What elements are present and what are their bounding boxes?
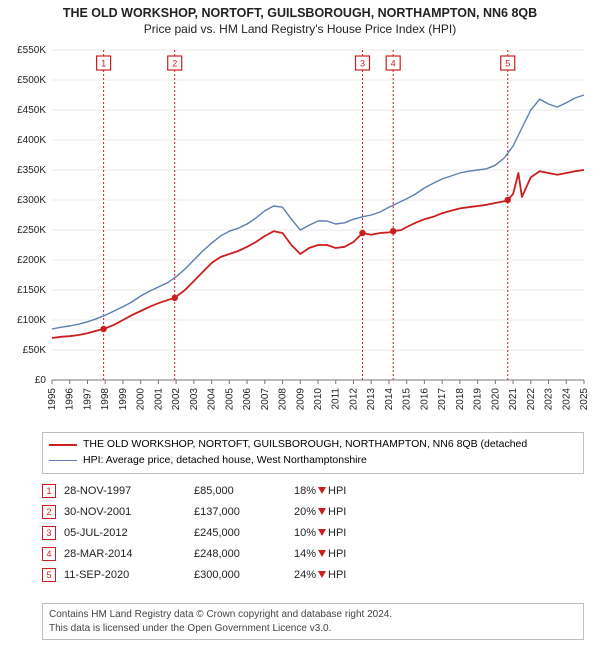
- svg-text:2018: 2018: [455, 388, 466, 411]
- svg-text:4: 4: [391, 59, 396, 69]
- svg-text:2014: 2014: [384, 388, 395, 411]
- chart-area: £0 £50K £100K £150K £200K £250K £300K £350K £400…: [8, 44, 592, 424]
- svg-text:£150K: £150K: [17, 285, 46, 296]
- svg-text:2005: 2005: [224, 388, 235, 411]
- svg-text:2021: 2021: [508, 388, 519, 411]
- svg-text:2003: 2003: [189, 388, 200, 411]
- svg-text:£0: £0: [35, 375, 47, 386]
- svg-text:2000: 2000: [136, 388, 147, 411]
- svg-text:2022: 2022: [526, 388, 537, 411]
- sale-delta: 10% HPI: [294, 527, 404, 539]
- svg-text:2015: 2015: [402, 388, 413, 411]
- svg-text:5: 5: [505, 59, 510, 69]
- legend: THE OLD WORKSHOP, NORTOFT, GUILSBOROUGH,…: [42, 432, 584, 474]
- sales-row: 5 11-SEP-2020£300,00024% HPI: [42, 564, 584, 585]
- svg-text:£250K: £250K: [17, 225, 46, 236]
- footer-line: This data is licensed under the Open Gov…: [49, 622, 577, 636]
- sale-number-box: 2: [42, 505, 56, 519]
- svg-text:1998: 1998: [100, 388, 111, 411]
- title-line1: THE OLD WORKSHOP, NORTOFT, GUILSBOROUGH,…: [10, 6, 590, 20]
- sale-date: 28-NOV-1997: [64, 485, 194, 497]
- arrow-down-icon: [318, 571, 326, 578]
- sale-date: 28-MAR-2014: [64, 548, 194, 560]
- svg-text:2: 2: [172, 59, 177, 69]
- legend-label: THE OLD WORKSHOP, NORTOFT, GUILSBOROUGH,…: [83, 437, 527, 453]
- svg-text:2023: 2023: [544, 388, 555, 411]
- svg-text:2013: 2013: [366, 388, 377, 411]
- sale-price: £245,000: [194, 527, 294, 539]
- svg-text:2008: 2008: [278, 388, 289, 411]
- svg-text:1995: 1995: [47, 388, 58, 411]
- svg-text:3: 3: [360, 59, 365, 69]
- footer-line: Contains HM Land Registry data © Crown c…: [49, 608, 577, 622]
- sales-table: 1 28-NOV-1997£85,00018% HPI 2 30-NOV-2001£1…: [42, 480, 584, 585]
- svg-text:£200K: £200K: [17, 255, 46, 266]
- svg-text:1999: 1999: [118, 388, 129, 411]
- sale-delta: 20% HPI: [294, 506, 404, 518]
- legend-item: HPI: Average price, detached house, West…: [49, 453, 577, 469]
- svg-text:1: 1: [101, 59, 106, 69]
- sale-number-box: 5: [42, 568, 56, 582]
- svg-text:1996: 1996: [65, 388, 76, 411]
- title-line2: Price paid vs. HM Land Registry's House …: [10, 22, 590, 36]
- svg-text:2010: 2010: [313, 388, 324, 411]
- sale-number-box: 3: [42, 526, 56, 540]
- legend-item: THE OLD WORKSHOP, NORTOFT, GUILSBOROUGH,…: [49, 437, 577, 453]
- title-block: THE OLD WORKSHOP, NORTOFT, GUILSBOROUGH,…: [0, 0, 600, 40]
- sale-number-box: 1: [42, 484, 56, 498]
- svg-text:£550K: £550K: [17, 45, 46, 56]
- sale-price: £300,000: [194, 569, 294, 581]
- sale-price: £248,000: [194, 548, 294, 560]
- footer-attribution: Contains HM Land Registry data © Crown c…: [42, 603, 584, 640]
- svg-text:2011: 2011: [331, 388, 342, 410]
- arrow-down-icon: [318, 487, 326, 494]
- chart-svg: £0 £50K £100K £150K £200K £250K £300K £350K £400…: [8, 44, 592, 424]
- svg-text:2017: 2017: [437, 388, 448, 411]
- svg-text:2020: 2020: [490, 388, 501, 411]
- sale-delta: 14% HPI: [294, 548, 404, 560]
- sale-date: 11-SEP-2020: [64, 569, 194, 581]
- svg-text:2006: 2006: [242, 388, 253, 411]
- svg-text:2002: 2002: [171, 388, 182, 411]
- svg-text:2001: 2001: [153, 388, 164, 411]
- svg-text:£100K: £100K: [17, 315, 46, 326]
- sale-price: £137,000: [194, 506, 294, 518]
- sale-price: £85,000: [194, 485, 294, 497]
- legend-swatch: [49, 444, 77, 446]
- svg-text:2024: 2024: [561, 388, 572, 411]
- svg-text:2009: 2009: [295, 388, 306, 411]
- sales-row: 4 28-MAR-2014£248,00014% HPI: [42, 543, 584, 564]
- sales-row: 1 28-NOV-1997£85,00018% HPI: [42, 480, 584, 501]
- svg-text:£400K: £400K: [17, 135, 46, 146]
- svg-text:2019: 2019: [473, 388, 484, 411]
- legend-swatch: [49, 460, 77, 461]
- arrow-down-icon: [318, 508, 326, 515]
- svg-text:£500K: £500K: [17, 75, 46, 86]
- svg-text:2004: 2004: [207, 388, 218, 411]
- svg-text:1997: 1997: [82, 388, 93, 411]
- svg-text:£50K: £50K: [23, 345, 47, 356]
- sale-delta: 18% HPI: [294, 485, 404, 497]
- svg-text:£450K: £450K: [17, 105, 46, 116]
- arrow-down-icon: [318, 550, 326, 557]
- svg-text:£300K: £300K: [17, 195, 46, 206]
- svg-text:2016: 2016: [419, 388, 430, 411]
- sales-row: 3 05-JUL-2012£245,00010% HPI: [42, 522, 584, 543]
- sale-date: 30-NOV-2001: [64, 506, 194, 518]
- figure-root: THE OLD WORKSHOP, NORTOFT, GUILSBOROUGH,…: [0, 0, 600, 650]
- svg-text:2007: 2007: [260, 388, 271, 411]
- arrow-down-icon: [318, 529, 326, 536]
- sale-date: 05-JUL-2012: [64, 527, 194, 539]
- sales-row: 2 30-NOV-2001£137,00020% HPI: [42, 501, 584, 522]
- svg-text:£350K: £350K: [17, 165, 46, 176]
- svg-text:2012: 2012: [348, 388, 359, 411]
- sale-delta: 24% HPI: [294, 569, 404, 581]
- svg-text:2025: 2025: [579, 388, 590, 411]
- sale-number-box: 4: [42, 547, 56, 561]
- legend-label: HPI: Average price, detached house, West…: [83, 453, 367, 469]
